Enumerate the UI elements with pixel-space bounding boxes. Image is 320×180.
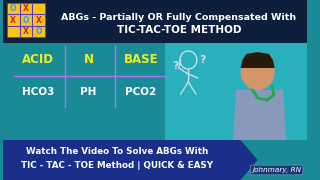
Text: BASE: BASE [124, 53, 158, 66]
Text: ?: ? [199, 55, 206, 65]
Circle shape [241, 54, 275, 90]
Text: O: O [10, 4, 16, 13]
FancyBboxPatch shape [3, 0, 307, 43]
Text: PCO2: PCO2 [125, 87, 156, 97]
Text: TIC-TAC-TOE METHOD: TIC-TAC-TOE METHOD [116, 25, 241, 35]
Text: X: X [10, 15, 16, 24]
Text: TIC - TAC - TOE Method | QUICK & EASY: TIC - TAC - TOE Method | QUICK & EASY [21, 161, 213, 170]
Text: Johnmary, RN: Johnmary, RN [252, 167, 301, 173]
FancyBboxPatch shape [7, 3, 45, 37]
Text: HCO3: HCO3 [22, 87, 54, 97]
Polygon shape [3, 140, 258, 180]
Text: Watch The Video To Solve ABGs With: Watch The Video To Solve ABGs With [26, 147, 208, 156]
Text: ABGs - Partially OR Fully Compensated With: ABGs - Partially OR Fully Compensated Wi… [61, 12, 296, 21]
Text: X: X [36, 15, 42, 24]
Text: X: X [23, 27, 29, 36]
Text: N: N [84, 53, 93, 66]
FancyBboxPatch shape [164, 0, 307, 140]
Text: O: O [35, 27, 42, 36]
Text: PH: PH [80, 87, 97, 97]
Text: ?: ? [173, 61, 179, 71]
Polygon shape [241, 52, 275, 68]
Polygon shape [233, 90, 286, 140]
Text: ACID: ACID [22, 53, 54, 66]
Text: O: O [23, 15, 29, 24]
Text: X: X [23, 4, 29, 13]
